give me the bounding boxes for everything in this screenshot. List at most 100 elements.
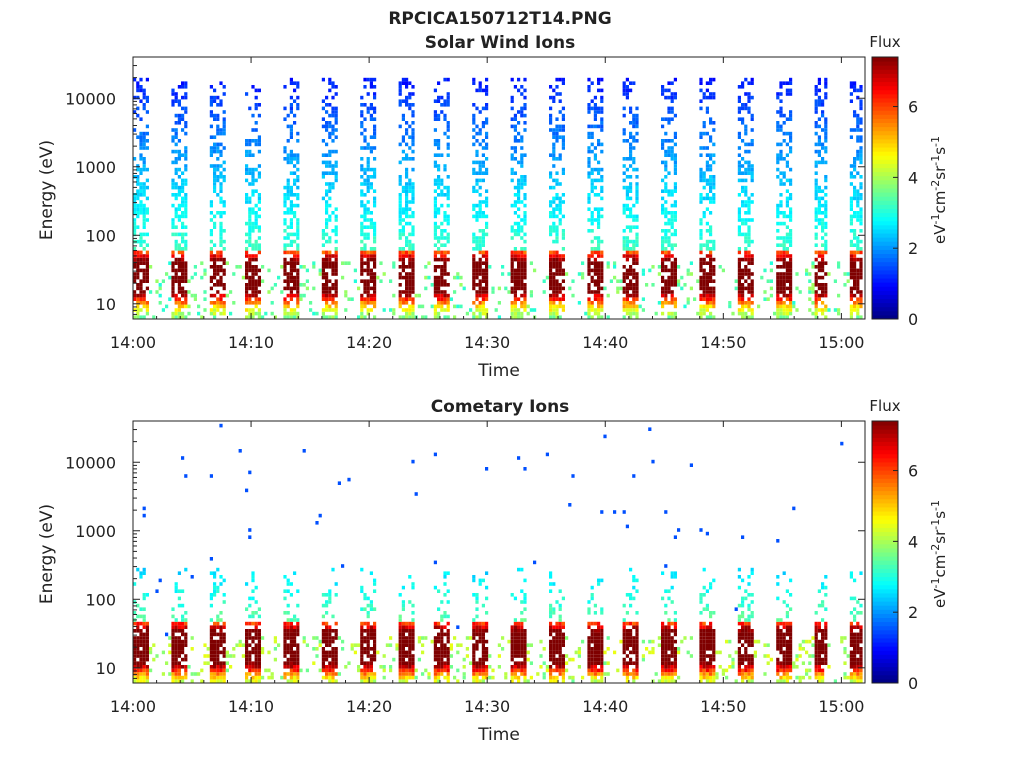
spectrogram-cell — [443, 193, 447, 197]
spectrogram-cell — [174, 171, 178, 175]
spectrogram-cell — [552, 164, 556, 168]
spectrogram-cell — [565, 272, 569, 276]
spectrogram-cell — [789, 265, 793, 269]
spectrogram-cell — [446, 250, 450, 255]
spectrogram-cell — [139, 632, 143, 637]
spectrogram-cell — [433, 265, 437, 269]
spectrogram-cell — [629, 239, 633, 244]
spectrogram-cell — [286, 315, 290, 319]
spectrogram-cell — [446, 185, 450, 190]
spectrogram-cell — [133, 110, 137, 114]
spectrogram-cell — [366, 218, 370, 222]
spectrogram-cell — [360, 182, 364, 186]
spectrogram-cell — [776, 290, 780, 294]
spectrogram-cell — [177, 315, 181, 319]
spectrogram-cell — [136, 196, 140, 201]
spectrogram-cell — [853, 196, 857, 201]
spectrogram-cell — [821, 243, 825, 247]
spectrogram-cell — [741, 297, 745, 301]
spectrogram-cell — [331, 308, 335, 312]
spectrogram-cell — [328, 265, 332, 269]
spectrogram-cell — [590, 315, 594, 319]
spectrogram-cell — [475, 261, 479, 265]
spectrogram-cell — [145, 625, 149, 629]
spectrogram-cell — [312, 286, 316, 291]
spectrogram-cell — [510, 257, 514, 262]
spectrogram-cell — [251, 167, 255, 172]
spectrogram-cell — [600, 175, 604, 179]
spectrogram-cell — [145, 621, 149, 626]
spectrogram-cell — [632, 117, 636, 121]
spectrogram-cell — [139, 135, 143, 139]
spectrogram-cell — [293, 121, 297, 125]
spectrogram-cell — [363, 672, 367, 676]
spectrogram-cell — [139, 575, 143, 579]
spectrogram-cell — [408, 92, 412, 96]
spectrogram-cell — [171, 625, 175, 629]
spectrogram-cell — [254, 225, 258, 229]
spectrogram-cell — [750, 308, 754, 312]
spectrogram-cell — [145, 218, 149, 222]
spectrogram-cell — [321, 665, 325, 669]
spectrogram-cell — [741, 189, 745, 193]
spectrogram-cell — [433, 621, 437, 626]
spectrogram-cell — [209, 625, 213, 629]
spectrogram-cell — [517, 275, 521, 280]
spectrogram-cell — [325, 232, 329, 237]
spectrogram-cell — [296, 618, 300, 622]
spectrogram-cell — [184, 293, 188, 298]
spectrogram-cell — [856, 290, 860, 294]
spectrogram-cell — [181, 290, 185, 294]
spectrogram-cell — [478, 185, 482, 190]
spectrogram-cell — [549, 268, 553, 273]
spectrogram-cell — [670, 272, 674, 276]
spectrogram-cell — [741, 290, 745, 294]
spectrogram-cell — [401, 600, 405, 604]
spectrogram-cell — [145, 167, 149, 172]
spectrogram-cell — [520, 200, 524, 204]
spectrogram-cell — [673, 182, 677, 186]
spectrogram-cell — [785, 279, 789, 283]
spectrogram-cell — [414, 668, 418, 673]
spectrogram-cell — [561, 193, 565, 197]
colorbar-swatch — [872, 192, 898, 197]
spectrogram-cell — [702, 275, 706, 280]
spectrogram-cell — [824, 131, 828, 136]
spectrogram-cell — [702, 279, 706, 283]
spectrogram-cell — [779, 311, 783, 316]
spectrogram-cell — [206, 654, 210, 658]
spectrogram-cell — [481, 243, 485, 247]
spectrogram-cell — [443, 164, 447, 168]
spectrogram-cell — [555, 193, 559, 197]
spectrogram-cell — [443, 229, 447, 233]
spectrogram-cell — [782, 139, 786, 143]
spectrogram-cell — [360, 164, 364, 168]
spectrogram-cell — [446, 675, 450, 680]
spectrogram-cell — [520, 315, 524, 319]
spectrogram-cell — [549, 308, 553, 312]
spectrogram-cell — [408, 239, 412, 244]
spectrogram-cell — [789, 110, 793, 114]
spectrogram-cell — [453, 675, 457, 680]
spectrogram-cell — [411, 632, 415, 637]
spectrogram-cell — [517, 279, 521, 283]
colorbar-swatch — [872, 237, 898, 242]
spectrogram-cell — [283, 286, 287, 291]
spectrogram-cell — [513, 311, 517, 316]
spectrogram-cell — [549, 311, 553, 316]
spectrogram-cell — [782, 171, 786, 175]
spectrogram-cell — [670, 214, 674, 219]
spectrogram-cell — [853, 164, 857, 168]
spectrogram-cell — [747, 149, 751, 154]
spectrogram-cell — [209, 279, 213, 283]
spectrogram-cell — [437, 81, 441, 85]
spectrogram-cell — [248, 672, 252, 676]
spectrogram-cell — [328, 135, 332, 139]
spectrogram-cell — [741, 185, 745, 190]
spectrogram-cell — [254, 657, 258, 662]
spectrogram-cell — [293, 211, 297, 215]
spectrogram-cell — [785, 131, 789, 136]
spectrogram-cell — [737, 135, 741, 139]
spectrogram-cell — [334, 629, 338, 633]
spectrogram-cell — [859, 239, 863, 244]
